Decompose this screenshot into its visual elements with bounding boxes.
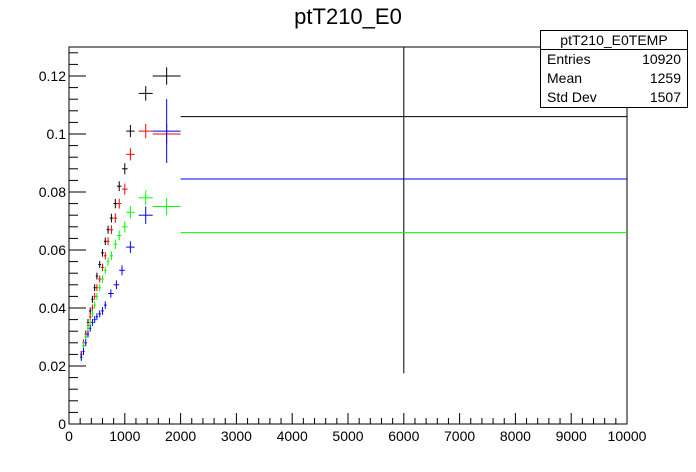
x-tick-label: 4000 xyxy=(277,428,308,444)
x-tick-label: 8000 xyxy=(500,428,531,444)
stats-label-stddev: Std Dev xyxy=(547,89,597,105)
x-tick-label: 1000 xyxy=(109,428,140,444)
x-tick-label: 9000 xyxy=(556,428,587,444)
y-tick-label: 0.1 xyxy=(47,126,67,142)
y-tick-label: 0.12 xyxy=(39,68,66,84)
stats-label-mean: Mean xyxy=(547,70,583,86)
stats-value-mean: 1259 xyxy=(649,70,681,86)
y-tick-label: 0 xyxy=(58,416,66,432)
x-tick-label: 5000 xyxy=(332,428,363,444)
stats-row-entries: Entries 10920 xyxy=(541,50,687,69)
y-tick-label: 0.06 xyxy=(39,242,66,258)
x-tick-label: 3000 xyxy=(221,428,252,444)
stats-box-title: ptT210_E0TEMP xyxy=(541,31,687,50)
stats-row-mean: Mean 1259 xyxy=(541,69,687,88)
stats-value-stddev: 1507 xyxy=(649,89,681,105)
x-tick-label: 6000 xyxy=(388,428,419,444)
chart-title: ptT210_E0 xyxy=(294,4,402,29)
stats-value-entries: 10920 xyxy=(642,51,681,67)
y-tick-label: 0.04 xyxy=(39,300,66,316)
x-tick-label: 2000 xyxy=(165,428,196,444)
x-tick-label: 10000 xyxy=(608,428,647,444)
y-tick-label: 0.08 xyxy=(39,184,66,200)
stats-box: ptT210_E0TEMP Entries 10920 Mean 1259 St… xyxy=(540,30,688,108)
x-tick-label: 0 xyxy=(65,428,73,444)
stats-row-stddev: Std Dev 1507 xyxy=(541,88,687,107)
y-tick-label: 0.02 xyxy=(39,358,66,374)
stats-label-entries: Entries xyxy=(547,51,591,67)
x-tick-label: 7000 xyxy=(444,428,475,444)
